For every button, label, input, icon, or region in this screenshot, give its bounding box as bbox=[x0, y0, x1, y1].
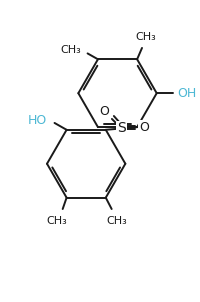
Text: S: S bbox=[117, 121, 126, 136]
Text: O: O bbox=[139, 121, 149, 134]
Text: O: O bbox=[99, 104, 109, 117]
Text: CH₃: CH₃ bbox=[106, 216, 127, 226]
Text: CH₃: CH₃ bbox=[46, 216, 67, 226]
Text: OH: OH bbox=[177, 87, 197, 100]
Text: CH₃: CH₃ bbox=[60, 46, 81, 56]
Text: HO: HO bbox=[27, 114, 47, 127]
Text: CH₃: CH₃ bbox=[136, 32, 156, 42]
